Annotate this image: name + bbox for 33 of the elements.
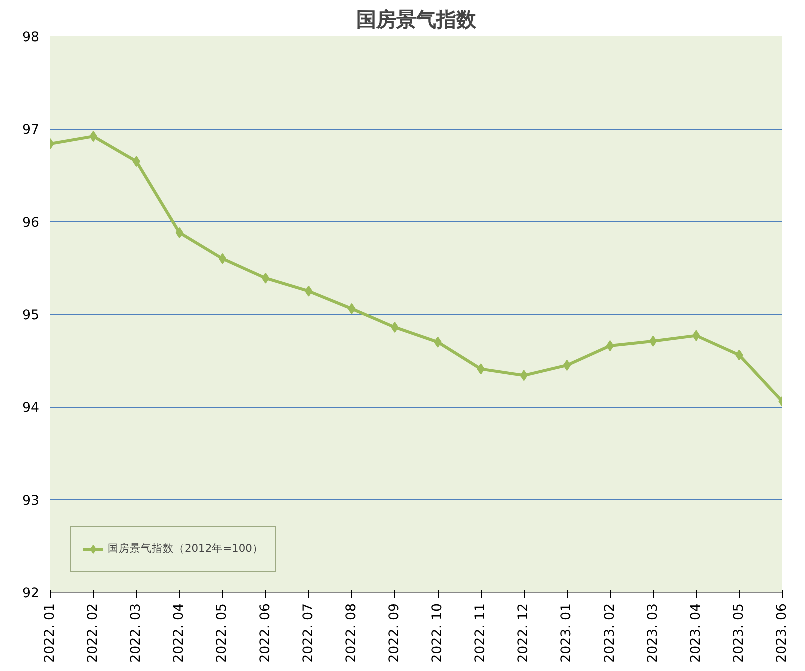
point (262, 272, 270, 284)
x-tick-label: 2022. 10 (430, 603, 446, 663)
y-tick-label: 93 (22, 494, 40, 509)
y-tick-label: 94 (22, 401, 40, 416)
x-tick-label: 2023. 03 (646, 603, 661, 663)
x-tick-label: 2023. 06 (775, 603, 790, 663)
y-tick-label: 97 (22, 123, 40, 138)
x-tick-label: 2022. 07 (301, 603, 316, 663)
x-tick-label: 2022. 06 (258, 603, 274, 663)
x-tick-label: 2022. 08 (344, 603, 360, 663)
x-tick-label: 2022. 03 (129, 603, 144, 663)
y-tick-label: 92 (22, 586, 40, 602)
x-tick-label: 2022. 09 (387, 603, 402, 663)
legend-label: 国房景气指数（2012年=100） (108, 542, 264, 556)
x-tick-label: 2023. 01 (560, 603, 575, 663)
x-tick-label: 2022. 01 (43, 603, 58, 663)
x-tick-label: 2022. 02 (86, 603, 102, 663)
point (176, 227, 184, 238)
x-tick-label: 2022. 11 (474, 603, 489, 663)
y-tick-label: 98 (22, 30, 40, 46)
point (218, 253, 227, 264)
y-tick-label: 95 (22, 308, 40, 324)
x-tick-label: 2023. 04 (688, 603, 704, 663)
point (606, 340, 614, 352)
y-tick-label: 96 (22, 216, 40, 231)
x-tick-label: 2022. 05 (215, 603, 230, 663)
chart-title: 国房景气指数 (356, 8, 478, 32)
point (563, 360, 572, 371)
x-tick-label: 2022. 12 (516, 603, 532, 663)
x-tick-label: 2022. 04 (172, 603, 188, 663)
x-tick-label: 2023. 02 (602, 603, 618, 663)
point (649, 336, 658, 347)
x-tick-label: 2023. 05 (732, 603, 747, 663)
